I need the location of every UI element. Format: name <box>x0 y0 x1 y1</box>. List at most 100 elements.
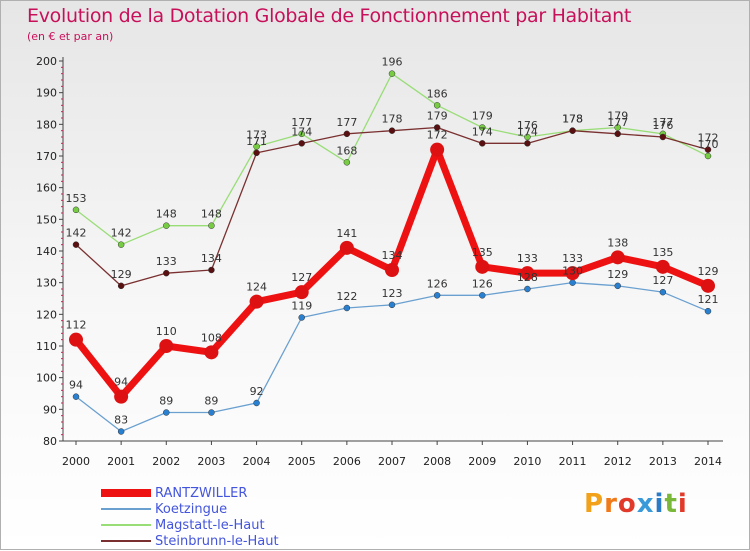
series-koetzingue <box>72 279 712 435</box>
data-label: 134 <box>382 249 403 262</box>
x-tick-label: 2011 <box>559 455 587 468</box>
y-tick-label: 160 <box>36 182 57 195</box>
data-point <box>704 307 712 315</box>
data-point <box>385 263 399 277</box>
y-tick-label: 110 <box>36 340 57 353</box>
data-label: 174 <box>472 125 493 138</box>
data-label: 174 <box>517 125 538 138</box>
data-label: 130 <box>562 265 583 278</box>
data-point <box>249 294 264 309</box>
legend-label: Steinbrunn-le-Haut <box>155 533 279 549</box>
x-tick-label: 2004 <box>243 455 271 468</box>
data-label: 153 <box>66 192 87 205</box>
chart-title: Evolution de la Dotation Globale de Fonc… <box>27 5 632 27</box>
data-point <box>388 301 396 309</box>
data-label: 179 <box>472 110 493 123</box>
data-point <box>117 282 125 290</box>
data-point <box>524 285 531 293</box>
data-label: 94 <box>69 379 83 392</box>
data-label: 168 <box>336 144 357 157</box>
data-point <box>388 127 396 134</box>
data-label: 128 <box>517 271 538 284</box>
data-label: 134 <box>201 252 222 265</box>
proxiti-logo: Proxiti <box>584 489 688 519</box>
data-label: 108 <box>201 331 222 344</box>
data-label: 177 <box>652 116 673 129</box>
data-point <box>475 259 490 274</box>
data-label: 124 <box>246 281 267 294</box>
data-label: 133 <box>562 252 583 265</box>
y-tick-label: 180 <box>36 118 57 131</box>
x-tick-label: 2009 <box>468 455 496 468</box>
data-point <box>72 393 80 400</box>
data-point <box>294 285 309 300</box>
data-point <box>298 140 305 147</box>
data-point <box>433 102 441 109</box>
data-label: 142 <box>111 227 132 240</box>
series-magstatt-le-haut <box>72 70 712 248</box>
data-point <box>614 130 621 138</box>
series-layer <box>69 70 715 435</box>
data-label: 178 <box>382 113 403 126</box>
axes: 80 90 100 110 120 130 140 150 160 170 180 190 200 200… <box>36 55 723 468</box>
data-point <box>520 266 535 281</box>
data-point <box>659 133 667 141</box>
data-point <box>253 399 260 407</box>
legend-swatch <box>101 489 151 497</box>
y-tick-label: 190 <box>36 87 57 100</box>
data-point <box>479 140 486 147</box>
data-label: 119 <box>291 300 312 313</box>
data-label: 171 <box>246 135 267 148</box>
data-label: 141 <box>336 227 357 240</box>
data-point <box>117 241 125 248</box>
x-tick-label: 2006 <box>333 455 361 468</box>
data-label: 127 <box>291 271 312 284</box>
data-label: 177 <box>291 116 312 129</box>
series-rantzwiller <box>69 142 715 404</box>
data-point <box>524 133 531 141</box>
data-point <box>569 127 576 134</box>
data-point <box>114 389 129 404</box>
data-point <box>704 152 712 160</box>
legend-label: Magstatt-le-Haut <box>155 517 265 533</box>
x-tick-label: 2014 <box>694 455 722 468</box>
data-label: 122 <box>336 290 357 303</box>
data-point <box>610 250 625 265</box>
data-point <box>208 409 215 416</box>
x-tick-label: 2005 <box>288 455 316 468</box>
data-point <box>479 124 486 131</box>
data-point <box>565 266 580 281</box>
legend-item: Steinbrunn-le-Haut <box>101 533 279 549</box>
data-label: 179 <box>427 110 448 123</box>
y-tick-label: 100 <box>36 372 57 385</box>
x-tick-label: 2000 <box>62 455 90 468</box>
y-tick-label: 140 <box>36 245 57 258</box>
data-point <box>704 146 712 153</box>
legend-swatch <box>101 508 151 510</box>
data-label: 129 <box>607 268 628 281</box>
logo-letter: P <box>584 489 605 519</box>
data-label: 94 <box>114 376 128 389</box>
data-label: 178 <box>562 113 583 126</box>
logo-letter: o <box>617 489 637 519</box>
data-point <box>72 241 80 248</box>
data-point <box>253 149 260 157</box>
data-label: 174 <box>291 125 312 138</box>
data-label: 176 <box>652 119 673 132</box>
logo-letter: x <box>636 489 655 519</box>
x-tick-label: 2013 <box>649 455 677 468</box>
chart-subtitle: (en € et par an) <box>27 30 114 43</box>
logo-letter: t <box>664 489 678 519</box>
data-point <box>659 288 667 296</box>
data-point <box>614 282 621 290</box>
data-point <box>298 314 305 321</box>
data-point <box>163 222 170 229</box>
data-label: 172 <box>427 129 448 142</box>
data-point <box>159 339 174 353</box>
data-label: 126 <box>472 277 493 290</box>
data-label: 133 <box>156 255 177 268</box>
data-label: 186 <box>427 87 448 100</box>
legend-swatch <box>101 524 151 526</box>
